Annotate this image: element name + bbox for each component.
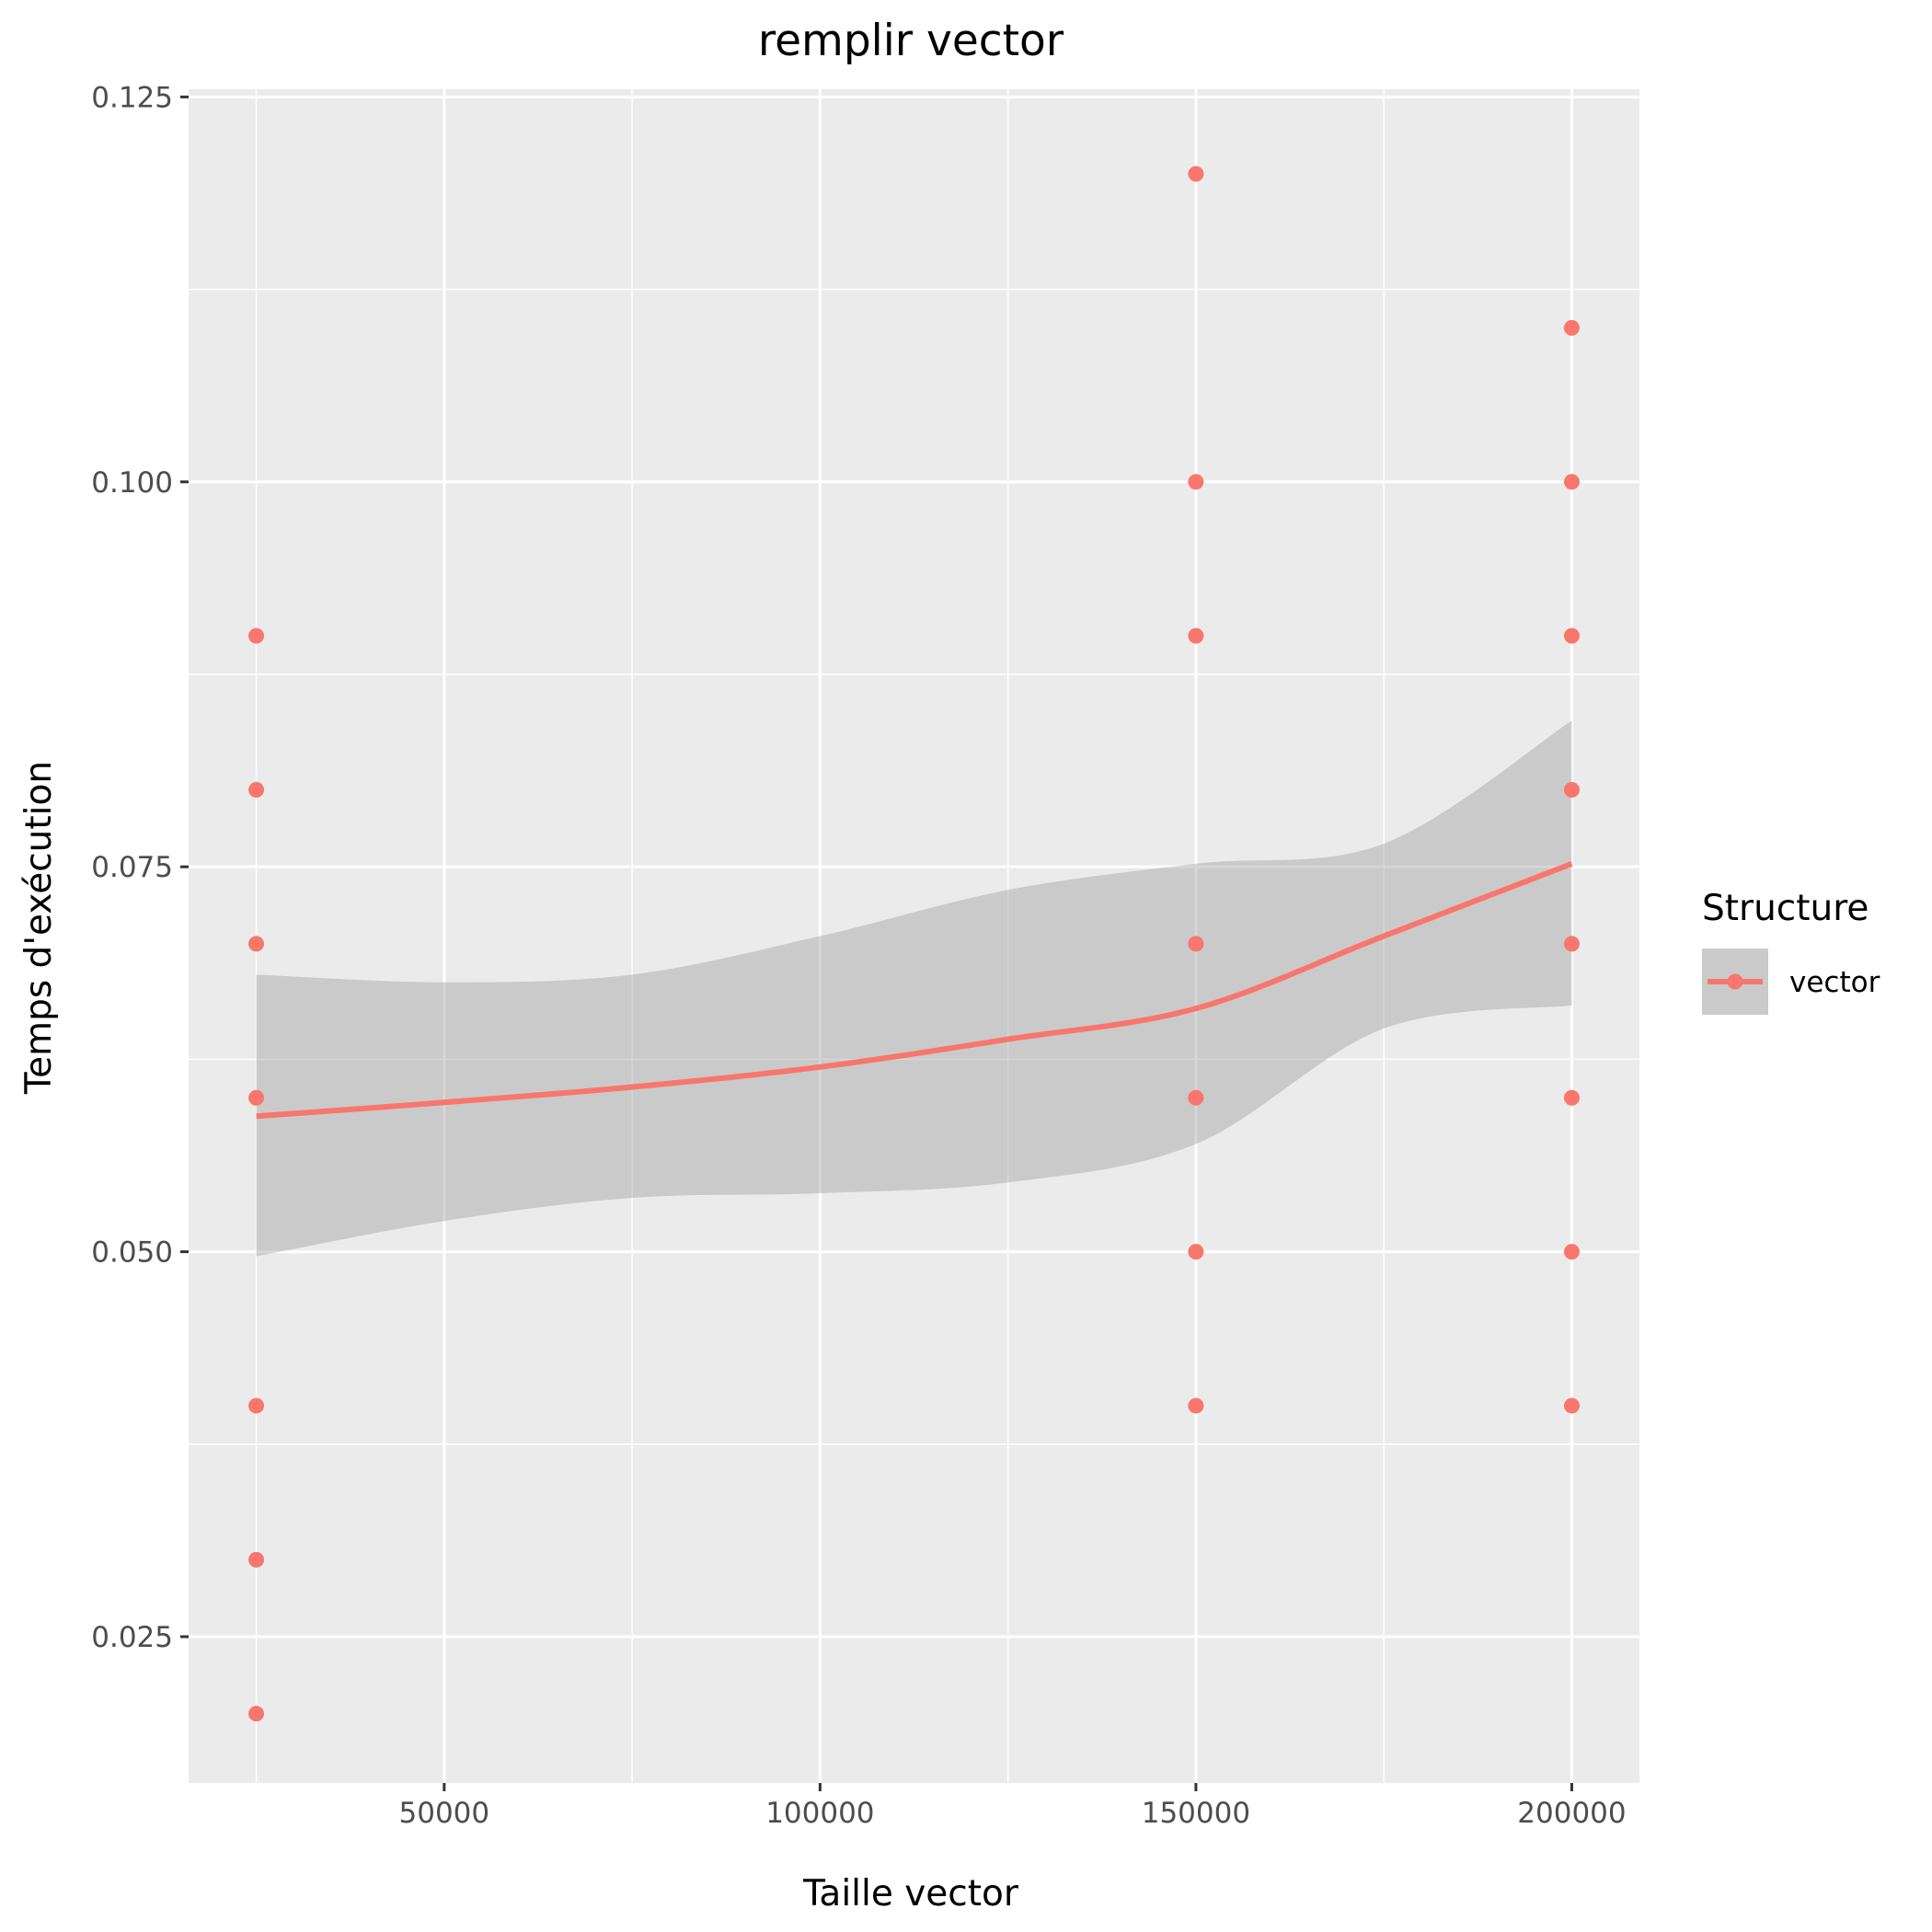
data-point — [1563, 782, 1580, 799]
data-point — [1563, 1244, 1580, 1260]
legend: Structure vector — [1702, 888, 1880, 1015]
y-axis: 0.025 0.050 0.075 0.100 0.125 — [91, 81, 189, 1654]
y-tick-label: 0.050 — [91, 1236, 173, 1270]
data-point — [1188, 1244, 1204, 1260]
data-point — [1563, 627, 1580, 644]
data-point — [1188, 166, 1204, 182]
smooth-line — [256, 861, 1573, 1120]
y-tick-label: 0.100 — [91, 466, 173, 500]
data-points — [248, 166, 1580, 1722]
x-axis-title: Taille vector — [802, 1873, 1019, 1915]
data-point — [1563, 1397, 1580, 1414]
data-point — [1563, 319, 1580, 336]
confidence-ribbon — [256, 720, 1572, 1257]
x-tick-label: 200000 — [1517, 1797, 1626, 1830]
data-point — [1188, 1089, 1204, 1106]
y-tick-label: 0.075 — [91, 851, 173, 884]
y-tick-label: 0.125 — [91, 81, 173, 114]
data-point — [1188, 936, 1204, 952]
data-point — [248, 1551, 265, 1568]
chart-title: remplir vector — [758, 16, 1064, 66]
data-point — [248, 1706, 265, 1722]
y-tick-label: 0.025 — [91, 1621, 173, 1654]
smooth-curve-vector — [256, 861, 1573, 1120]
data-point — [1563, 474, 1580, 490]
data-point — [248, 1397, 265, 1414]
legend-title: Structure — [1702, 888, 1869, 929]
data-point — [1188, 474, 1204, 490]
y-axis-title: Temps d'exécution — [18, 761, 60, 1095]
confidence-band — [256, 720, 1572, 1257]
data-point — [1563, 936, 1580, 952]
data-point — [1563, 1089, 1580, 1106]
panel-background — [189, 89, 1639, 1783]
data-point — [1188, 1397, 1204, 1414]
x-tick-label: 50000 — [399, 1797, 490, 1830]
data-point — [248, 936, 265, 952]
legend-key-point — [1727, 973, 1743, 990]
x-tick-label: 150000 — [1142, 1797, 1250, 1830]
legend-label-vector: vector — [1789, 966, 1880, 999]
data-point — [248, 627, 265, 644]
data-point — [248, 782, 265, 799]
plot-panel — [189, 89, 1639, 1783]
data-point — [1188, 627, 1204, 644]
x-tick-label: 100000 — [765, 1797, 874, 1830]
x-axis: 50000 100000 150000 200000 — [399, 1783, 1627, 1830]
data-point — [248, 1089, 265, 1106]
